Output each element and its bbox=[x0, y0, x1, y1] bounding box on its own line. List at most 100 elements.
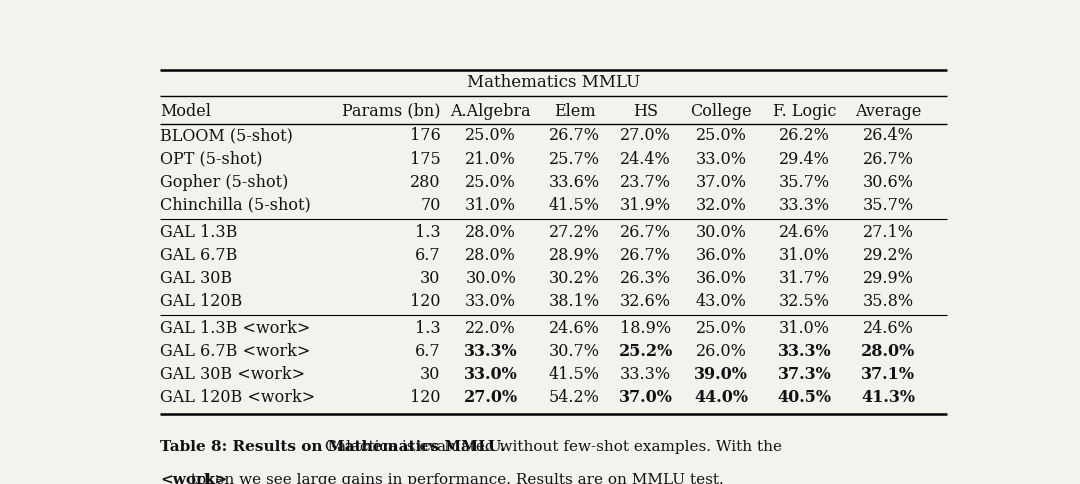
Text: 24.6%: 24.6% bbox=[779, 224, 831, 241]
Text: 120: 120 bbox=[410, 293, 441, 310]
Text: Params (bn): Params (bn) bbox=[342, 103, 441, 120]
Text: 35.7%: 35.7% bbox=[779, 174, 831, 191]
Text: 24.6%: 24.6% bbox=[863, 320, 914, 337]
Text: 36.0%: 36.0% bbox=[696, 247, 746, 264]
Text: 1.3: 1.3 bbox=[415, 320, 441, 337]
Text: 37.1%: 37.1% bbox=[862, 366, 916, 383]
Text: 25.0%: 25.0% bbox=[696, 127, 746, 144]
Text: 32.0%: 32.0% bbox=[696, 197, 746, 214]
Text: 6.7: 6.7 bbox=[415, 247, 441, 264]
Text: OPT (5-shot): OPT (5-shot) bbox=[160, 151, 262, 167]
Text: 40.5%: 40.5% bbox=[778, 389, 832, 406]
Text: token we see large gains in performance. Results are on MMLU test.: token we see large gains in performance.… bbox=[186, 473, 724, 484]
Text: 41.5%: 41.5% bbox=[549, 366, 599, 383]
Text: GAL 30B: GAL 30B bbox=[160, 270, 232, 287]
Text: 44.0%: 44.0% bbox=[693, 389, 747, 406]
Text: 33.0%: 33.0% bbox=[465, 293, 516, 310]
Text: HS: HS bbox=[633, 103, 658, 120]
Text: 25.0%: 25.0% bbox=[465, 174, 516, 191]
Text: 27.2%: 27.2% bbox=[549, 224, 599, 241]
Text: 33.3%: 33.3% bbox=[778, 343, 832, 360]
Text: 120: 120 bbox=[410, 389, 441, 406]
Text: 30.0%: 30.0% bbox=[696, 224, 746, 241]
Text: 33.0%: 33.0% bbox=[696, 151, 746, 167]
Text: 26.4%: 26.4% bbox=[863, 127, 914, 144]
Text: 30: 30 bbox=[420, 270, 441, 287]
Text: <work>: <work> bbox=[160, 473, 228, 484]
Text: GAL 6.7B <work>: GAL 6.7B <work> bbox=[160, 343, 310, 360]
Text: 35.7%: 35.7% bbox=[863, 197, 914, 214]
Text: 41.5%: 41.5% bbox=[549, 197, 599, 214]
Text: 27.1%: 27.1% bbox=[863, 224, 914, 241]
Text: 25.2%: 25.2% bbox=[619, 343, 673, 360]
Text: 1.3: 1.3 bbox=[415, 224, 441, 241]
Text: 28.0%: 28.0% bbox=[465, 224, 516, 241]
Text: BLOOM (5-shot): BLOOM (5-shot) bbox=[160, 127, 293, 144]
Text: 175: 175 bbox=[409, 151, 441, 167]
Text: 28.0%: 28.0% bbox=[465, 247, 516, 264]
Text: 37.3%: 37.3% bbox=[778, 366, 832, 383]
Text: 29.4%: 29.4% bbox=[779, 151, 831, 167]
Text: Chinchilla (5-shot): Chinchilla (5-shot) bbox=[160, 197, 311, 214]
Text: 37.0%: 37.0% bbox=[696, 174, 746, 191]
Text: 280: 280 bbox=[410, 174, 441, 191]
Text: 25.0%: 25.0% bbox=[465, 127, 516, 144]
Text: 6.7: 6.7 bbox=[415, 343, 441, 360]
Text: 30: 30 bbox=[420, 366, 441, 383]
Text: 35.8%: 35.8% bbox=[863, 293, 914, 310]
Text: GAL 30B <work>: GAL 30B <work> bbox=[160, 366, 306, 383]
Text: Model: Model bbox=[160, 103, 211, 120]
Text: GAL 6.7B: GAL 6.7B bbox=[160, 247, 238, 264]
Text: 22.0%: 22.0% bbox=[465, 320, 516, 337]
Text: 30.0%: 30.0% bbox=[465, 270, 516, 287]
Text: Table 8: Results on Mathematics MMLU.: Table 8: Results on Mathematics MMLU. bbox=[160, 439, 505, 454]
Text: 29.2%: 29.2% bbox=[863, 247, 914, 264]
Text: Gopher (5-shot): Gopher (5-shot) bbox=[160, 174, 288, 191]
Text: 27.0%: 27.0% bbox=[463, 389, 517, 406]
Text: A.Algebra: A.Algebra bbox=[450, 103, 531, 120]
Text: 176: 176 bbox=[409, 127, 441, 144]
Text: 30.2%: 30.2% bbox=[549, 270, 599, 287]
Text: GAL 1.3B <work>: GAL 1.3B <work> bbox=[160, 320, 310, 337]
Text: GAL 120B: GAL 120B bbox=[160, 293, 242, 310]
Text: 33.6%: 33.6% bbox=[549, 174, 600, 191]
Text: 26.2%: 26.2% bbox=[779, 127, 831, 144]
Text: 39.0%: 39.0% bbox=[694, 366, 747, 383]
Text: 26.3%: 26.3% bbox=[620, 270, 671, 287]
Text: 32.5%: 32.5% bbox=[779, 293, 831, 310]
Text: 26.7%: 26.7% bbox=[863, 151, 914, 167]
Text: 27.0%: 27.0% bbox=[620, 127, 671, 144]
Text: 26.7%: 26.7% bbox=[620, 224, 671, 241]
Text: 23.7%: 23.7% bbox=[620, 174, 671, 191]
Text: 26.0%: 26.0% bbox=[696, 343, 746, 360]
Text: 33.3%: 33.3% bbox=[620, 366, 671, 383]
Text: 38.1%: 38.1% bbox=[549, 293, 600, 310]
Text: 28.9%: 28.9% bbox=[549, 247, 599, 264]
Text: 30.6%: 30.6% bbox=[863, 174, 914, 191]
Text: Mathematics MMLU: Mathematics MMLU bbox=[467, 74, 640, 91]
Text: 33.3%: 33.3% bbox=[464, 343, 517, 360]
Text: 33.3%: 33.3% bbox=[779, 197, 831, 214]
Text: 26.7%: 26.7% bbox=[620, 247, 671, 264]
Text: 31.0%: 31.0% bbox=[465, 197, 516, 214]
Text: 31.0%: 31.0% bbox=[779, 320, 831, 337]
Text: 43.0%: 43.0% bbox=[696, 293, 746, 310]
Text: 33.0%: 33.0% bbox=[463, 366, 517, 383]
Text: 24.4%: 24.4% bbox=[620, 151, 671, 167]
Text: 24.6%: 24.6% bbox=[549, 320, 599, 337]
Text: 70: 70 bbox=[420, 197, 441, 214]
Text: College: College bbox=[690, 103, 752, 120]
Text: Galactica is evaluated without few-shot examples. With the: Galactica is evaluated without few-shot … bbox=[320, 439, 782, 454]
Text: GAL 1.3B: GAL 1.3B bbox=[160, 224, 238, 241]
Text: 28.0%: 28.0% bbox=[861, 343, 916, 360]
Text: 21.0%: 21.0% bbox=[465, 151, 516, 167]
Text: Elem: Elem bbox=[554, 103, 595, 120]
Text: 30.7%: 30.7% bbox=[549, 343, 599, 360]
Text: Average: Average bbox=[855, 103, 921, 120]
Text: 36.0%: 36.0% bbox=[696, 270, 746, 287]
Text: 26.7%: 26.7% bbox=[549, 127, 599, 144]
Text: 54.2%: 54.2% bbox=[549, 389, 599, 406]
Text: GAL 120B <work>: GAL 120B <work> bbox=[160, 389, 315, 406]
Text: 18.9%: 18.9% bbox=[620, 320, 671, 337]
Text: F. Logic: F. Logic bbox=[773, 103, 836, 120]
